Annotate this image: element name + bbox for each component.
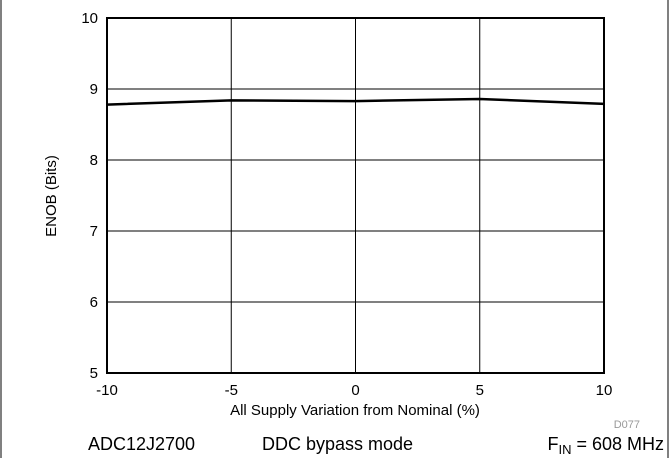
footer-fin: FIN = 608 MHz xyxy=(547,434,664,457)
x-tick-label: -5 xyxy=(225,382,238,399)
y-tick-label: 6 xyxy=(90,294,98,311)
x-tick-label: 10 xyxy=(596,382,613,399)
x-tick-label: 5 xyxy=(476,382,484,399)
y-tick-label: 9 xyxy=(90,81,98,98)
fin-rest: = 608 MHz xyxy=(571,434,664,454)
y-tick-label: 5 xyxy=(90,365,98,382)
y-axis-label: ENOB (Bits) xyxy=(43,155,60,237)
x-tick-label: -10 xyxy=(96,382,118,399)
y-tick-label: 10 xyxy=(81,10,98,27)
fin-subscript: IN xyxy=(558,442,571,457)
footer-mode: DDC bypass mode xyxy=(262,434,413,454)
x-tick-label: 0 xyxy=(351,382,359,399)
y-tick-label: 8 xyxy=(90,152,98,169)
figure-id: D077 xyxy=(614,419,640,431)
fin-symbol: F xyxy=(547,434,558,454)
y-tick-label: 7 xyxy=(90,223,98,240)
footer-device: ADC12J2700 xyxy=(88,434,195,454)
plot-frame xyxy=(106,17,605,374)
data-line xyxy=(106,97,605,106)
x-axis-label: All Supply Variation from Nominal (%) xyxy=(230,402,480,419)
